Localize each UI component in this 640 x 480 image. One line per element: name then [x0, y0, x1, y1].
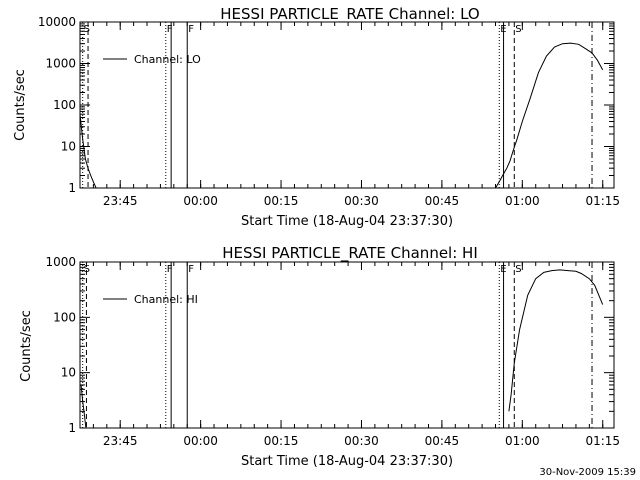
event-marker-label: S — [515, 264, 521, 275]
y-axis-label: Counts/sec — [13, 69, 28, 141]
y-tick-label: 1000 — [45, 57, 76, 71]
panel-lo: HESSI PARTICLE_RATE Channel: LO Counts/s… — [13, 5, 620, 229]
legend-entry: Channel: LO — [134, 53, 201, 66]
axis-ticks: 23:45 00:00 00:15 00:30 00:45 01:00 01:15 1 10 10… — [38, 15, 620, 208]
x-tick-label: 01:00 — [505, 194, 540, 208]
event-markers: SFFES — [82, 262, 593, 428]
timestamp-label: 30-Nov-2009 15:39 — [539, 467, 636, 478]
event-marker-label: F — [188, 24, 194, 35]
y-tick-label: 100 — [53, 98, 76, 112]
x-tick-label: 00:30 — [344, 434, 379, 448]
y-tick-label: 10 — [61, 366, 76, 380]
x-tick-label: 23:45 — [103, 194, 138, 208]
x-tick-label: 00:15 — [264, 194, 299, 208]
event-marker-label: S — [515, 24, 521, 35]
y-axis-label: Counts/sec — [19, 310, 34, 382]
legend: Channel: HI — [103, 293, 198, 306]
x-tick-label: 01:00 — [505, 434, 540, 448]
series-line — [508, 269, 604, 412]
event-marker-label: S — [84, 264, 90, 275]
x-tick-label: 00:00 — [183, 434, 218, 448]
event-marker-label: F — [167, 264, 173, 275]
series-line — [79, 114, 97, 189]
x-tick-label: 00:45 — [425, 194, 460, 208]
x-axis-label: Start Time (18-Aug-04 23:37:30) — [241, 454, 453, 469]
plot-frame — [79, 21, 615, 189]
series-lines — [79, 42, 604, 189]
y-tick-label: 1 — [68, 181, 76, 195]
legend-entry: Channel: HI — [134, 293, 198, 306]
x-tick-label: 23:45 — [103, 434, 138, 448]
x-tick-label: 00:30 — [344, 194, 379, 208]
event-marker-label: F — [167, 24, 173, 35]
chart-title: HESSI PARTICLE_RATE Channel: LO — [220, 5, 479, 24]
series-lines — [80, 269, 604, 429]
x-tick-label: 00:00 — [183, 194, 218, 208]
event-marker-label: S — [84, 24, 90, 35]
x-axis-label: Start Time (18-Aug-04 23:37:30) — [241, 214, 453, 229]
plot-frame — [79, 261, 615, 429]
series-line — [495, 42, 604, 189]
series-line — [80, 384, 87, 429]
y-tick-label: 10000 — [38, 15, 76, 29]
y-tick-label: 100 — [53, 310, 76, 324]
event-marker-label: F — [188, 264, 194, 275]
panel-hi: HESSI PARTICLE_RATE Channel: HI Counts/s… — [19, 244, 620, 469]
x-tick-label: 01:15 — [585, 434, 620, 448]
axis-ticks: 23:45 00:00 00:15 00:30 00:45 01:00 01:15 1 10 10… — [45, 255, 620, 448]
event-markers: SFFES — [82, 22, 593, 188]
y-tick-label: 1 — [68, 421, 76, 435]
chart-title: HESSI PARTICLE_RATE Channel: HI — [222, 244, 478, 263]
x-tick-label: 01:15 — [585, 194, 620, 208]
y-tick-label: 10 — [61, 140, 76, 154]
x-tick-label: 00:15 — [264, 434, 299, 448]
x-tick-label: 00:45 — [425, 434, 460, 448]
y-tick-label: 1000 — [45, 255, 76, 269]
legend: Channel: LO — [103, 53, 201, 66]
